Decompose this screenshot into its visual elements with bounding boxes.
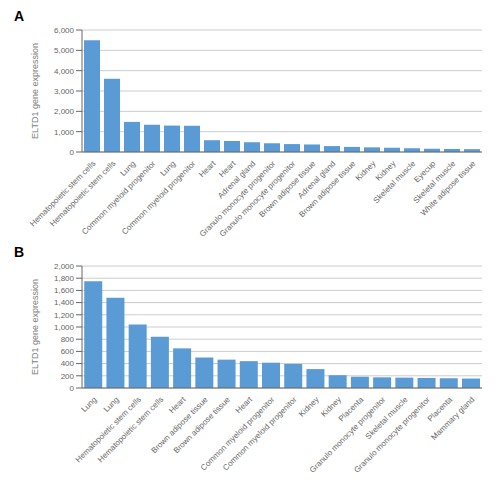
svg-text:Kidney: Kidney: [297, 395, 321, 419]
svg-text:Heart: Heart: [217, 159, 238, 180]
svg-text:5,000: 5,000: [54, 46, 75, 55]
svg-text:1,000: 1,000: [54, 323, 75, 332]
svg-text:Lung: Lung: [80, 395, 99, 414]
svg-text:1,600: 1,600: [54, 286, 75, 295]
svg-text:Granulo monocyte progenitor: Granulo monocyte progenitor: [352, 395, 432, 475]
svg-text:0: 0: [70, 384, 75, 393]
svg-text:1,200: 1,200: [54, 311, 75, 320]
svg-text:1,400: 1,400: [54, 298, 75, 307]
svg-text:Hematopoietic stem cells: Hematopoietic stem cells: [73, 395, 143, 465]
svg-text:Common myeloid progenitor: Common myeloid progenitor: [80, 159, 158, 237]
svg-text:Granulo monocyte progenitor: Granulo monocyte progenitor: [218, 159, 298, 239]
svg-text:Kidney: Kidney: [373, 159, 398, 183]
svg-text:Granulo monocyte progenitor: Granulo monocyte progenitor: [307, 395, 388, 475]
svg-text:800: 800: [61, 335, 75, 344]
svg-text:600: 600: [61, 347, 75, 356]
svg-text:ELTD1 gene expression: ELTD1 gene expression: [30, 279, 40, 375]
svg-text:Common myeloid progenitor: Common myeloid progenitor: [120, 159, 198, 237]
svg-text:Granulo monocyte progenitor: Granulo monocyte progenitor: [198, 159, 278, 239]
svg-text:White adipose tissue: White adipose tissue: [419, 159, 478, 218]
svg-text:Kidney: Kidney: [354, 159, 378, 183]
svg-text:1,000: 1,000: [54, 128, 75, 137]
svg-text:Adrenal gland: Adrenal gland: [216, 159, 258, 201]
svg-text:Skeletal muscle: Skeletal muscle: [411, 159, 458, 206]
svg-text:Lung: Lung: [102, 395, 121, 414]
svg-text:3,000: 3,000: [54, 87, 75, 96]
svg-text:6,000: 6,000: [54, 26, 75, 35]
svg-text:Hematopoietic stem cells: Hematopoietic stem cells: [48, 159, 117, 228]
svg-text:ELTD1 gene expression: ELTD1 gene expression: [30, 43, 40, 139]
html-text:A: A: [14, 8, 25, 24]
svg-text:400: 400: [61, 359, 75, 368]
svg-text:Common myeloid progenitor: Common myeloid progenitor: [221, 395, 299, 473]
svg-text:Brown adipose tissue: Brown adipose tissue: [257, 159, 318, 220]
svg-text:Adrenal gland: Adrenal gland: [296, 159, 338, 201]
svg-text:Heart: Heart: [233, 395, 255, 416]
svg-text:Heart: Heart: [167, 395, 188, 416]
svg-text:Placenta: Placenta: [425, 395, 455, 424]
svg-text:200: 200: [61, 372, 75, 381]
svg-text:2,000: 2,000: [54, 262, 75, 271]
svg-text:4,000: 4,000: [54, 67, 75, 76]
svg-text:Lung: Lung: [158, 159, 178, 178]
svg-text:2,000: 2,000: [54, 107, 75, 116]
svg-text:Skeletal muscle: Skeletal muscle: [363, 395, 410, 442]
svg-text:Lung: Lung: [118, 159, 138, 178]
svg-text:Eyecup: Eyecup: [412, 159, 438, 185]
svg-text:Mammary gland: Mammary gland: [429, 395, 476, 442]
svg-text:Placenta: Placenta: [336, 395, 366, 424]
svg-text:Heart: Heart: [197, 159, 218, 180]
svg-text:1,800: 1,800: [54, 274, 75, 283]
svg-text:Skeletal muscle: Skeletal muscle: [371, 159, 418, 206]
html-text:B: B: [14, 244, 25, 260]
svg-text:Brown adipose tissue: Brown adipose tissue: [149, 395, 210, 456]
svg-text:Brown adipose tissue: Brown adipose tissue: [297, 159, 358, 220]
svg-text:0: 0: [70, 148, 75, 157]
svg-text:Kidney: Kidney: [319, 395, 343, 419]
